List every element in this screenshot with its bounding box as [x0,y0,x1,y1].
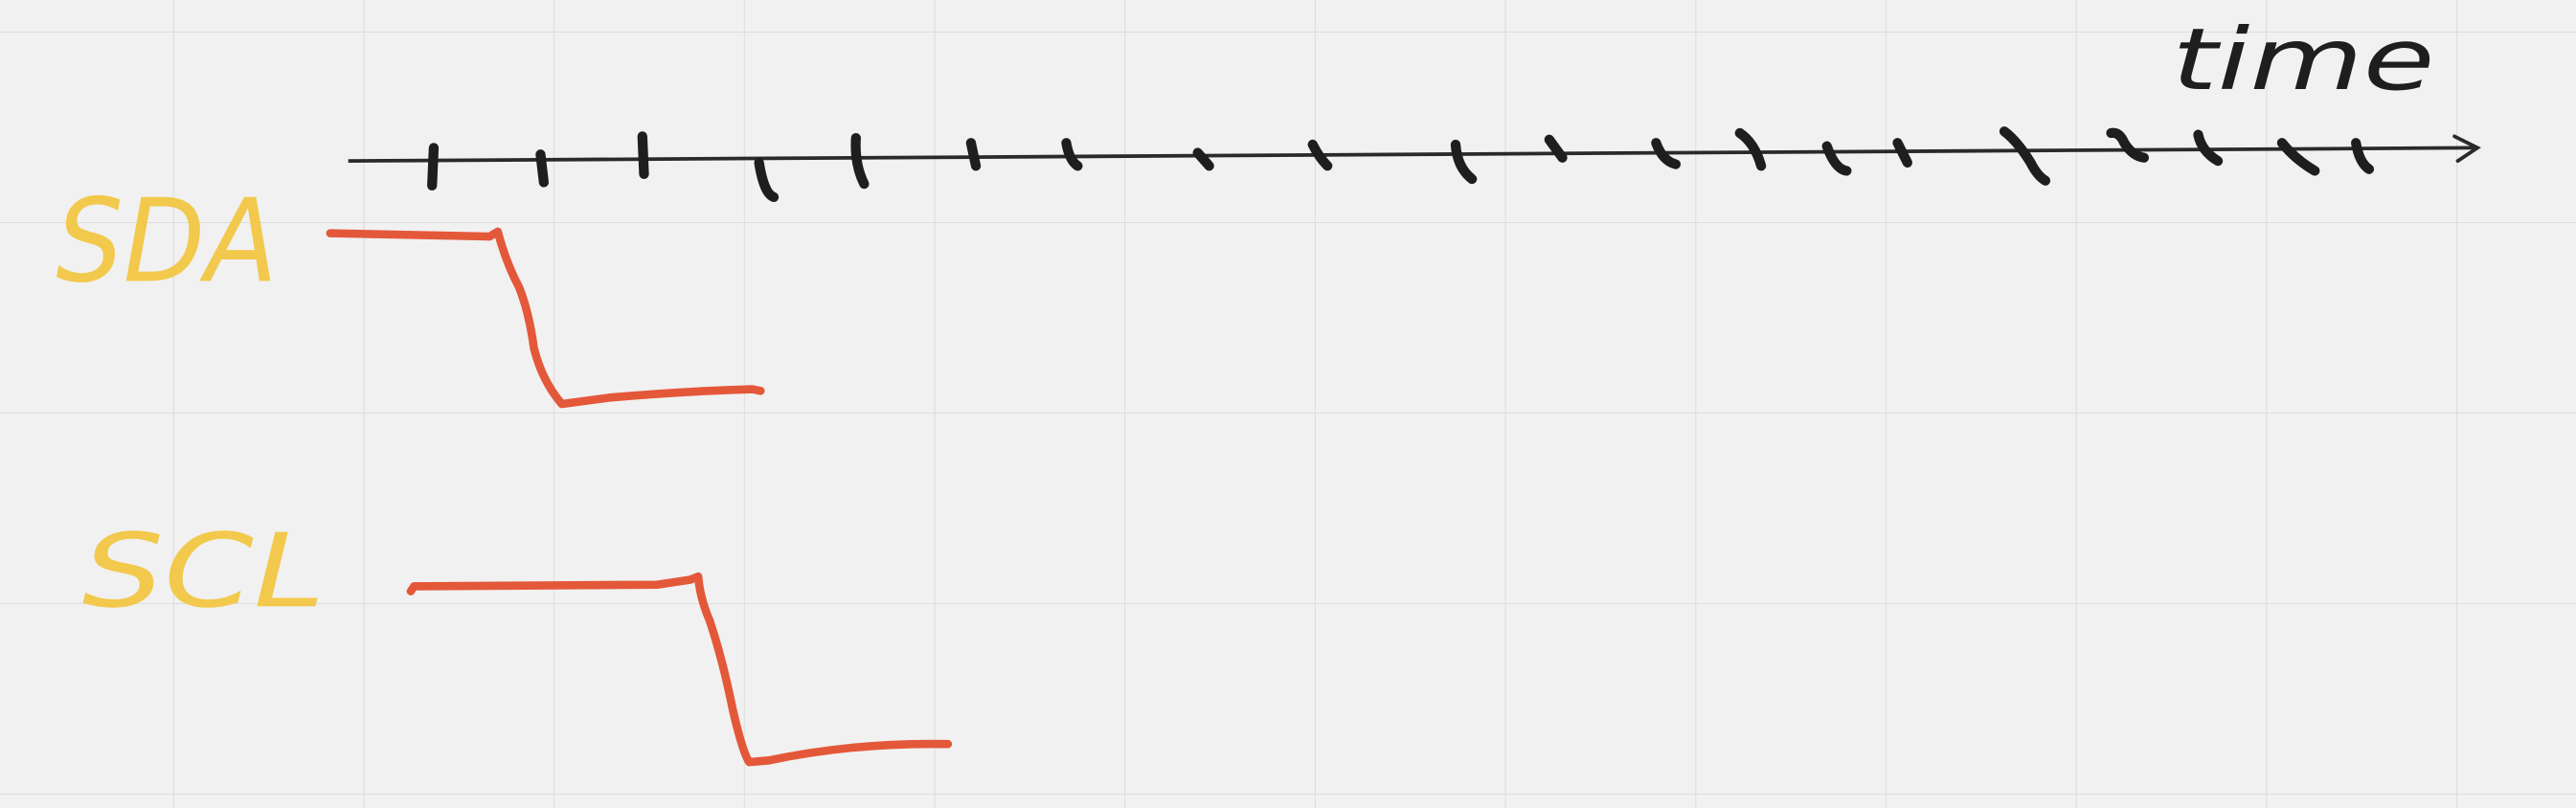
scl-label: SCL [82,512,326,631]
clock-ticks [427,126,2375,203]
drawing: SDA SCL time [56,11,2481,767]
axis-arrow [2452,134,2481,164]
sda-label: SDA [56,175,278,308]
scl-waveform [406,572,953,767]
time-label: time [2172,11,2434,110]
sda-waveform [326,227,765,409]
time-axis [348,146,2474,164]
